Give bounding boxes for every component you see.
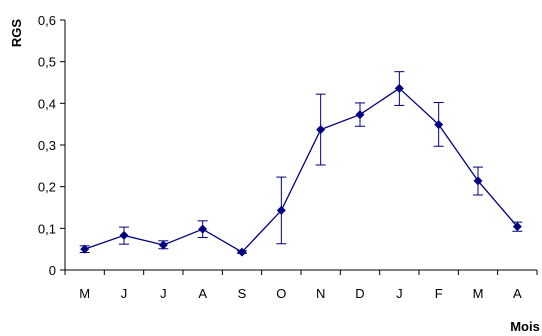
data-point [119,230,129,240]
x-tick-label: D [355,286,364,301]
data-point [158,240,168,250]
data-point [434,120,444,130]
series-line [84,87,518,253]
x-tick-label: J [160,286,167,301]
data-point [355,110,365,120]
error-bars [79,71,523,254]
x-tick-label: M [473,286,484,301]
y-axis-label: RGS [9,19,24,48]
axes [60,19,538,275]
y-tick-label: 0,1 [38,221,56,236]
y-tick-label: 0,3 [38,138,56,153]
x-tick-label: S [238,286,247,301]
data-point [394,83,404,93]
x-tick-label: N [316,286,325,301]
y-tick-label: 0,2 [38,180,56,195]
x-tick-label: O [276,286,286,301]
data-point [316,125,326,135]
data-point [512,222,522,232]
x-tick-label: A [513,286,522,301]
x-tick-label: A [198,286,207,301]
data-point [237,247,247,257]
data-point [80,244,90,254]
y-tick-label: 0,6 [38,13,56,28]
y-tick-label: 0,5 [38,55,56,70]
series [80,83,522,257]
x-axis-label: Mois [510,319,540,334]
y-tick-label: 0,4 [38,96,56,111]
x-tick-label: M [79,286,90,301]
x-tick-label: J [396,286,403,301]
x-tick-label: J [121,286,128,301]
data-point [473,176,483,186]
data-point [198,224,208,234]
tick-labels: 0 0,1 0,2 0,3 0,4 0,5 0,6 M J J A S O N D J F M A [38,13,522,301]
x-tick-label: F [435,286,443,301]
data-point [276,205,286,215]
y-tick-label: 0 [49,263,56,278]
